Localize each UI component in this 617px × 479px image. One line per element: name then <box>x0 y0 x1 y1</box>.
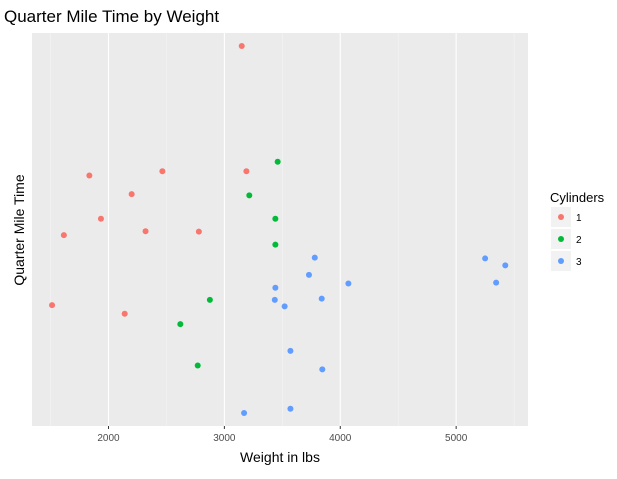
legend: Cylinders 1 2 3 <box>550 190 605 271</box>
data-point <box>128 191 135 198</box>
y-axis-title: Quarter Mile Time <box>11 174 27 285</box>
data-point <box>272 284 279 291</box>
data-point <box>159 168 166 175</box>
x-tick-label: 2000 <box>97 433 120 444</box>
data-point <box>274 158 281 165</box>
data-point <box>241 410 248 417</box>
x-axis-title: Weight in lbs <box>240 449 320 465</box>
legend-label: 1 <box>576 213 582 224</box>
legend-key-dot <box>558 236 564 242</box>
data-point <box>246 192 253 199</box>
data-point <box>60 232 67 239</box>
data-point <box>493 279 500 286</box>
data-point <box>502 262 509 269</box>
plot-panel <box>32 33 528 426</box>
data-point <box>121 310 128 317</box>
data-point <box>238 42 245 49</box>
data-point <box>311 254 318 261</box>
data-point <box>49 302 56 309</box>
data-point <box>177 321 184 328</box>
chart-title: Quarter Mile Time by Weight <box>4 7 219 26</box>
x-tick-label: 3000 <box>213 433 236 444</box>
legend-entries: 1 2 3 <box>551 207 582 271</box>
x-axis-ticks: 2000 3000 4000 5000 <box>97 426 468 444</box>
legend-key-dot <box>558 214 564 220</box>
data-point <box>482 255 489 262</box>
data-point <box>206 296 213 303</box>
legend-label: 3 <box>576 257 582 268</box>
data-point <box>281 303 288 310</box>
data-point <box>345 280 352 287</box>
data-point <box>86 172 93 179</box>
data-points <box>49 42 509 417</box>
data-point <box>272 215 279 222</box>
data-point <box>97 215 104 222</box>
data-point <box>319 366 326 373</box>
data-point <box>305 271 312 278</box>
data-point <box>271 296 278 303</box>
data-point <box>287 405 294 412</box>
data-point <box>272 241 279 248</box>
data-point <box>287 347 294 354</box>
major-gridlines <box>107 33 457 426</box>
data-point <box>194 362 201 369</box>
minor-gridlines <box>50 33 515 426</box>
data-point <box>142 228 149 235</box>
x-tick-label: 4000 <box>329 433 352 444</box>
data-point <box>318 295 325 302</box>
legend-title: Cylinders <box>550 190 605 205</box>
x-tick-label: 5000 <box>445 433 468 444</box>
legend-key-dot <box>558 258 564 264</box>
data-point <box>243 168 250 175</box>
legend-label: 2 <box>576 235 582 246</box>
data-point <box>195 228 202 235</box>
